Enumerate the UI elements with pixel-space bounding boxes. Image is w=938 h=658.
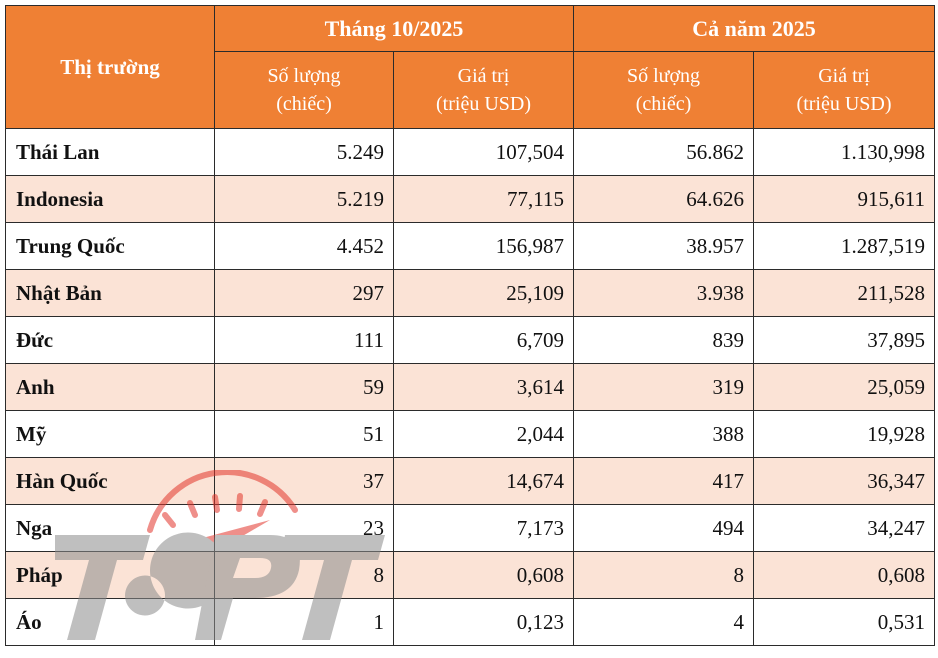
header-market: Thị trường (5, 5, 215, 129)
market-cell: Thái Lan (5, 128, 215, 176)
year-quantity-cell: 417 (573, 457, 755, 505)
header-line: (chiếc) (276, 93, 332, 115)
year-quantity-cell: 38.957 (573, 222, 755, 270)
year-quantity-cell: 388 (573, 410, 755, 458)
year-value-cell: 1.130,998 (753, 128, 936, 176)
year-value-cell: 0,531 (753, 598, 936, 646)
year-quantity-cell: 494 (573, 504, 755, 552)
market-cell: Nga (5, 504, 215, 552)
market-cell: Đức (5, 316, 215, 364)
market-cell: Hàn Quốc (5, 457, 215, 505)
export-table: Thị trường Tháng 10/2025 Cả năm 2025 Số … (5, 5, 936, 646)
year-quantity-cell: 3.938 (573, 269, 755, 317)
table-row: Nhật Bản 297 25,109 3.938 211,528 (5, 269, 936, 317)
market-cell: Nhật Bản (5, 269, 215, 317)
year-value-cell: 37,895 (753, 316, 936, 364)
table-body: Thái Lan 5.249 107,504 56.862 1.130,998 Indon… (5, 128, 936, 646)
year-quantity-cell: 4 (573, 598, 755, 646)
month-value-cell: 6,709 (392, 316, 575, 364)
year-value-cell: 34,247 (753, 504, 936, 552)
table-row: Anh 59 3,614 319 25,059 (5, 363, 936, 411)
market-cell: Trung Quốc (5, 222, 215, 270)
header-month-group: Tháng 10/2025 (213, 5, 575, 52)
month-quantity-cell: 59 (214, 363, 394, 411)
year-quantity-cell: 8 (573, 551, 755, 599)
market-cell: Mỹ (5, 410, 215, 458)
header-line: (chiếc) (635, 93, 692, 115)
market-cell: Indonesia (5, 175, 215, 223)
header-year-value: Giá trị (triệu USD) (753, 51, 936, 129)
header-line: (triệu USD) (796, 93, 892, 115)
year-value-cell: 25,059 (753, 363, 936, 411)
year-value-cell: 211,528 (753, 269, 936, 317)
header-line: Giá trị (457, 65, 510, 87)
month-quantity-cell: 1 (214, 598, 394, 646)
year-quantity-cell: 64.626 (573, 175, 755, 223)
header-line: (triệu USD) (436, 93, 531, 115)
month-quantity-cell: 8 (214, 551, 394, 599)
month-value-cell: 7,173 (392, 504, 575, 552)
header-month-quantity: Số lượng (chiếc) (214, 51, 394, 129)
month-value-cell: 3,614 (392, 363, 575, 411)
table-row: Đức 111 6,709 839 37,895 (5, 316, 936, 364)
month-quantity-cell: 297 (214, 269, 394, 317)
year-value-cell: 19,928 (753, 410, 936, 458)
market-cell: Áo (5, 598, 215, 646)
market-cell: Pháp (5, 551, 215, 599)
year-value-cell: 915,611 (753, 175, 936, 223)
header-year-group: Cả năm 2025 (573, 5, 936, 52)
header-line: Giá trị (818, 65, 870, 87)
month-value-cell: 156,987 (392, 222, 575, 270)
year-value-cell: 1.287,519 (753, 222, 936, 270)
header-line: Số lượng (626, 65, 701, 87)
table-row: Hàn Quốc 37 14,674 417 36,347 (5, 457, 936, 505)
year-value-cell: 0,608 (753, 551, 936, 599)
month-quantity-cell: 5.219 (214, 175, 394, 223)
month-value-cell: 0,608 (392, 551, 575, 599)
header-line: Số lượng (267, 65, 341, 87)
month-value-cell: 2,044 (392, 410, 575, 458)
table-row: Mỹ 51 2,044 388 19,928 (5, 410, 936, 458)
month-quantity-cell: 51 (214, 410, 394, 458)
header-month-value: Giá trị (triệu USD) (392, 51, 575, 129)
month-quantity-cell: 5.249 (214, 128, 394, 176)
month-value-cell: 107,504 (392, 128, 575, 176)
table-row: Indonesia 5.219 77,115 64.626 915,611 (5, 175, 936, 223)
month-value-cell: 0,123 (392, 598, 575, 646)
month-quantity-cell: 4.452 (214, 222, 394, 270)
table-row: Áo 1 0,123 4 0,531 (5, 598, 936, 646)
table-row: Trung Quốc 4.452 156,987 38.957 1.287,519 (5, 222, 936, 270)
year-value-cell: 36,347 (753, 457, 936, 505)
month-quantity-cell: 111 (214, 316, 394, 364)
year-quantity-cell: 319 (573, 363, 755, 411)
month-value-cell: 14,674 (392, 457, 575, 505)
month-quantity-cell: 23 (214, 504, 394, 552)
table-row: Pháp 8 0,608 8 0,608 (5, 551, 936, 599)
table-row: Nga 23 7,173 494 34,247 (5, 504, 936, 552)
year-quantity-cell: 839 (573, 316, 755, 364)
year-quantity-cell: 56.862 (573, 128, 755, 176)
market-cell: Anh (5, 363, 215, 411)
header-year-quantity: Số lượng (chiếc) (573, 51, 755, 129)
table-row: Thái Lan 5.249 107,504 56.862 1.130,998 (5, 128, 936, 176)
month-quantity-cell: 37 (214, 457, 394, 505)
month-value-cell: 25,109 (392, 269, 575, 317)
month-value-cell: 77,115 (392, 175, 575, 223)
